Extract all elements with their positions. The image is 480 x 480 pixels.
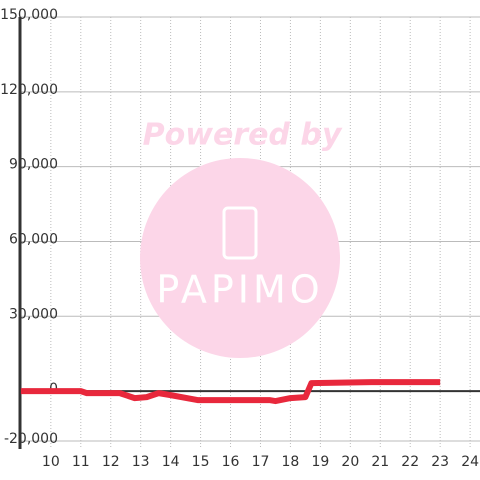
x-tick-label: 23 xyxy=(431,454,449,470)
watermark: Powered by PAPIMO xyxy=(140,118,343,358)
watermark-text: Powered by xyxy=(143,118,343,153)
y-tick-label: 150,000 xyxy=(0,7,58,23)
x-tick-label: 16 xyxy=(222,454,240,470)
x-tick-label: 17 xyxy=(252,454,270,470)
watermark-phone xyxy=(222,206,258,260)
x-tick-label: 13 xyxy=(132,454,150,470)
x-tick-label: 18 xyxy=(282,454,300,470)
y-tick-label: 90,000 xyxy=(9,157,58,173)
x-tick-label: 22 xyxy=(401,454,419,470)
x-tick-label: 19 xyxy=(311,454,329,470)
x-tick-label: 15 xyxy=(192,454,210,470)
y-tick-label: -20,000 xyxy=(4,431,58,447)
y-tick-label: 30,000 xyxy=(9,306,58,322)
x-tick-label: 14 xyxy=(162,454,180,470)
x-tick-label: 10 xyxy=(42,454,60,470)
x-tick-label: 20 xyxy=(341,454,359,470)
x-tick-label: 11 xyxy=(72,454,90,470)
data-line xyxy=(20,379,441,405)
x-tick-label: 12 xyxy=(102,454,120,470)
y-tick-label: 60,000 xyxy=(9,231,58,247)
x-tick-label: 21 xyxy=(371,454,389,470)
watermark-logo: PAPIMO xyxy=(156,268,323,312)
x-tick-label: 24 xyxy=(461,454,479,470)
y-tick-label: 120,000 xyxy=(0,82,58,98)
